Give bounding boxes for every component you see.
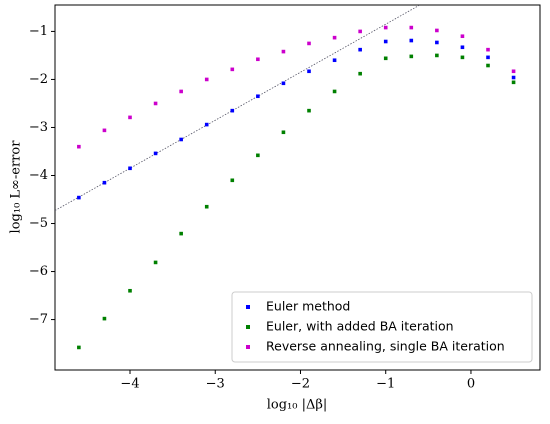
reference-line: [55, 5, 421, 211]
y-tick-label: −2: [29, 72, 48, 87]
plot-frame: [54, 4, 541, 371]
point: [179, 89, 183, 94]
point: [409, 54, 414, 59]
point: [256, 57, 260, 62]
legend-marker: [246, 305, 250, 309]
point: [486, 55, 490, 60]
x-tick-label: 0: [467, 377, 475, 392]
point: [153, 101, 158, 106]
point: [281, 49, 286, 54]
point: [128, 288, 132, 293]
point: [409, 38, 414, 43]
legend-label: Euler, with added BA iteration: [266, 319, 454, 334]
y-axis-label: log₁₀ L∞-error: [9, 140, 24, 234]
x-axis-label: log₁₀ |Δβ|: [267, 398, 328, 413]
point: [204, 77, 209, 82]
point: [511, 80, 516, 85]
point: [511, 69, 516, 74]
point: [486, 47, 490, 52]
point: [460, 45, 465, 50]
point: [77, 345, 81, 350]
point: [435, 40, 439, 45]
point: [153, 260, 158, 265]
point: [332, 58, 337, 63]
x-tick-label: −2: [291, 377, 310, 392]
point: [230, 108, 235, 113]
point: [307, 69, 311, 74]
point: [332, 35, 337, 40]
y-tick-label: −7: [29, 312, 48, 327]
point: [204, 204, 209, 209]
legend-label: Reverse annealing, single BA iteration: [266, 339, 505, 354]
point: [307, 41, 311, 46]
point: [332, 89, 337, 94]
point: [102, 128, 107, 133]
point: [460, 34, 465, 39]
point: [358, 71, 362, 76]
legend-box: [231, 291, 533, 363]
point: [307, 108, 311, 113]
point: [256, 153, 260, 158]
point: [153, 151, 158, 156]
point: [128, 166, 132, 171]
point: [77, 195, 81, 200]
legend-marker: [246, 345, 250, 349]
legend-marker: [246, 325, 250, 329]
point: [204, 122, 209, 127]
x-tick-label: −1: [376, 377, 395, 392]
point: [77, 144, 81, 149]
y-tick-label: −4: [29, 168, 48, 183]
point: [230, 178, 235, 183]
point: [102, 316, 107, 321]
point: [358, 47, 362, 52]
legend: Euler method Euler, with added BA iterati…: [231, 291, 533, 363]
point: [460, 55, 465, 60]
point: [102, 180, 107, 185]
y-tick-label: −1: [29, 24, 48, 39]
point: [383, 25, 388, 30]
point: [281, 81, 286, 86]
point: [179, 137, 183, 142]
point: [281, 130, 286, 135]
y-tick-label: −3: [29, 120, 48, 135]
point: [409, 25, 414, 30]
point: [383, 39, 388, 44]
point: [435, 53, 439, 58]
point: [256, 94, 260, 99]
y-tick-label: −5: [29, 216, 48, 231]
point: [179, 231, 183, 236]
x-tick-label: −4: [120, 377, 139, 392]
y-tick-label: −6: [29, 264, 48, 279]
point: [383, 56, 388, 61]
point: [358, 29, 362, 34]
point: [511, 75, 516, 80]
point: [128, 115, 132, 120]
point: [230, 67, 235, 72]
point: [486, 63, 490, 68]
x-tick-label: −3: [206, 377, 225, 392]
point: [435, 28, 439, 33]
legend-label: Euler method: [266, 299, 350, 314]
